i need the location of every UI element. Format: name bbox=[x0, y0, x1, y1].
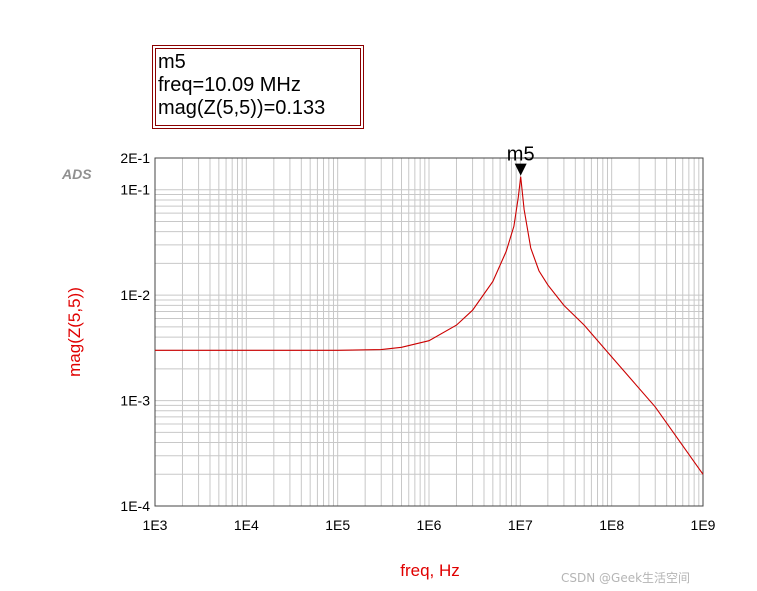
marker-readout-inner: m5 freq=10.09 MHz mag(Z(5,5))=0.133 bbox=[155, 48, 361, 126]
x-tick-label: 1E8 bbox=[599, 517, 624, 533]
y-tick-label: 1E-2 bbox=[120, 287, 150, 303]
marker-label[interactable]: m5 bbox=[507, 144, 535, 166]
y-tick-label: 1E-1 bbox=[120, 182, 150, 198]
watermark: CSDN @Geek生活空间 bbox=[561, 571, 691, 585]
grid-lines bbox=[154, 157, 703, 507]
tick-labels: 1E3 1E4 1E5 1E6 1E7 1E8 1E9 1E-4 1E-3 1E-2 1E-1 2E-… bbox=[120, 150, 715, 533]
x-tick-label: 1E4 bbox=[234, 517, 259, 533]
marker-readout-box[interactable]: m5 freq=10.09 MHz mag(Z(5,5))=0.133 bbox=[152, 45, 364, 129]
x-tick-label: 1E6 bbox=[417, 517, 442, 533]
y-tick-label: 2E-1 bbox=[120, 150, 150, 166]
x-tick-label: 1E5 bbox=[325, 517, 350, 533]
marker-triangle[interactable] bbox=[514, 163, 527, 176]
x-tick-label: 1E7 bbox=[508, 517, 533, 533]
y-tick-label: 1E-4 bbox=[120, 498, 150, 514]
ads-logo: ADS bbox=[61, 166, 92, 182]
x-axis-label: freq, Hz bbox=[400, 561, 460, 580]
series-line bbox=[155, 176, 704, 475]
x-tick-label: 1E9 bbox=[691, 517, 716, 533]
y-tick-label: 1E-3 bbox=[120, 393, 150, 409]
marker-readout-name: m5 bbox=[158, 51, 186, 73]
marker-readout-freq: freq=10.09 MHz bbox=[158, 74, 301, 96]
marker-readout-mag: mag(Z(5,5))=0.133 bbox=[158, 97, 326, 119]
x-tick-label: 1E3 bbox=[143, 517, 168, 533]
y-axis-label: mag(Z(5,5)) bbox=[65, 287, 84, 377]
plot-frame bbox=[154, 157, 704, 507]
